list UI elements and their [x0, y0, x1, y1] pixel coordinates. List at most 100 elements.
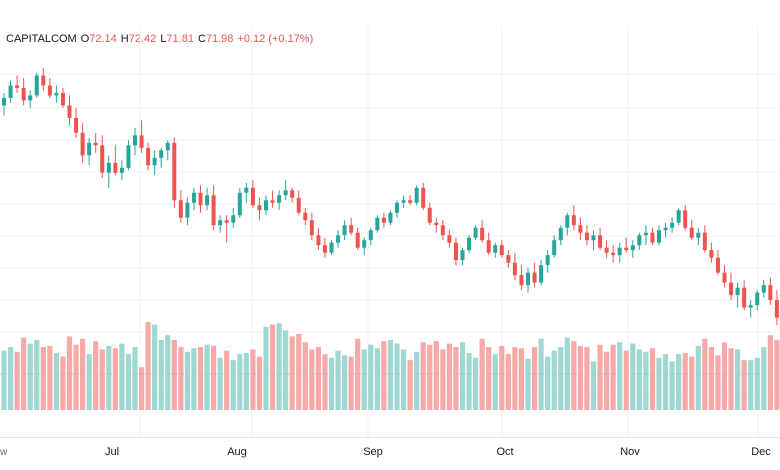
- candle-body: [539, 265, 544, 283]
- candle-body: [80, 132, 85, 156]
- candle: [532, 262, 537, 288]
- candle-body: [768, 285, 773, 301]
- volume-bar: [669, 361, 675, 410]
- candle: [768, 277, 773, 306]
- x-axis: Jul Aug Sep Oct Nov Dec: [105, 446, 771, 458]
- candle-body: [421, 187, 426, 208]
- candle-body: [368, 230, 373, 241]
- volume-bar: [80, 338, 86, 410]
- volume-bar: [623, 350, 629, 411]
- legend-open: O 72.14: [80, 33, 117, 45]
- volume-bar: [21, 337, 27, 410]
- volume-bar: [466, 353, 472, 410]
- volume-bar: [315, 347, 321, 410]
- candle: [408, 195, 413, 206]
- candle-body: [637, 235, 642, 246]
- candle-body: [440, 225, 445, 236]
- candle-body: [119, 167, 124, 173]
- volume-bar: [708, 347, 714, 410]
- candle: [571, 205, 576, 231]
- volume-bar: [27, 343, 33, 410]
- volume-bar: [66, 336, 73, 411]
- candle-body: [191, 192, 196, 203]
- candle-body: [41, 75, 46, 86]
- candle-body: [296, 197, 301, 213]
- volume-bar: [53, 353, 59, 410]
- candle: [460, 247, 465, 266]
- volume-bar: [368, 344, 374, 410]
- volume-bar: [125, 354, 132, 410]
- candle-body: [139, 135, 144, 148]
- volume-bar: [289, 336, 295, 411]
- volume-bar: [748, 360, 754, 411]
- volume-bar: [689, 356, 695, 410]
- volume-bar: [184, 351, 190, 410]
- candle-body: [506, 255, 511, 263]
- candle: [349, 217, 354, 236]
- candle: [296, 190, 301, 216]
- candle-body: [408, 200, 413, 203]
- candle-body: [571, 215, 576, 226]
- watermark-fragment: w: [0, 447, 8, 458]
- candle: [316, 227, 321, 251]
- candle: [637, 232, 642, 251]
- volume-bar: [577, 345, 583, 411]
- volume-bar: [112, 348, 118, 410]
- candle-body: [643, 232, 648, 236]
- candle-body: [729, 282, 734, 296]
- candle: [264, 195, 268, 216]
- candle-body: [172, 142, 177, 201]
- volume-bar: [47, 345, 53, 411]
- volume-bar: [512, 347, 518, 410]
- candle-body: [257, 205, 262, 211]
- legend-close: C 71.98: [197, 33, 234, 45]
- volume-bar: [662, 354, 669, 410]
- candle-body: [715, 257, 720, 273]
- volume-bar: [558, 347, 564, 410]
- candle-body: [427, 207, 432, 223]
- candle: [755, 290, 760, 311]
- candle: [126, 140, 131, 171]
- candle: [388, 210, 393, 226]
- candle: [617, 242, 622, 263]
- candle: [657, 225, 661, 246]
- candle: [565, 212, 570, 236]
- candle: [761, 280, 766, 298]
- candle: [165, 140, 170, 161]
- candle-body: [486, 240, 491, 253]
- volume-bar: [630, 343, 636, 410]
- volume-bar: [584, 347, 590, 410]
- legend-high: H 72.42: [120, 33, 157, 45]
- candle: [322, 237, 327, 258]
- candle-body: [512, 262, 517, 276]
- volume-bar: [7, 347, 14, 410]
- candle-body: [375, 217, 380, 231]
- candle: [506, 250, 511, 268]
- candle: [493, 242, 498, 258]
- candle-body: [467, 237, 472, 251]
- candle-body: [748, 305, 753, 308]
- candle-body: [146, 147, 151, 166]
- candle-body: [152, 157, 157, 166]
- candle-body: [250, 187, 255, 206]
- volume-bar: [132, 347, 138, 410]
- volume-bar: [171, 339, 177, 410]
- volume-bar: [754, 357, 760, 410]
- candle: [552, 235, 557, 258]
- candle: [591, 230, 596, 251]
- candle: [578, 217, 583, 241]
- candle: [689, 220, 694, 241]
- candle-body: [480, 227, 485, 241]
- candle-body: [584, 232, 589, 241]
- candle-body: [650, 232, 655, 243]
- candle-body: [185, 202, 190, 218]
- volume-bar: [40, 347, 46, 410]
- candle-body: [761, 285, 766, 293]
- volume-bar: [335, 350, 341, 411]
- candle: [624, 237, 629, 253]
- candle: [34, 72, 39, 98]
- volume-bar: [643, 351, 649, 410]
- candle-body: [165, 142, 170, 151]
- volume-bar: [407, 360, 413, 411]
